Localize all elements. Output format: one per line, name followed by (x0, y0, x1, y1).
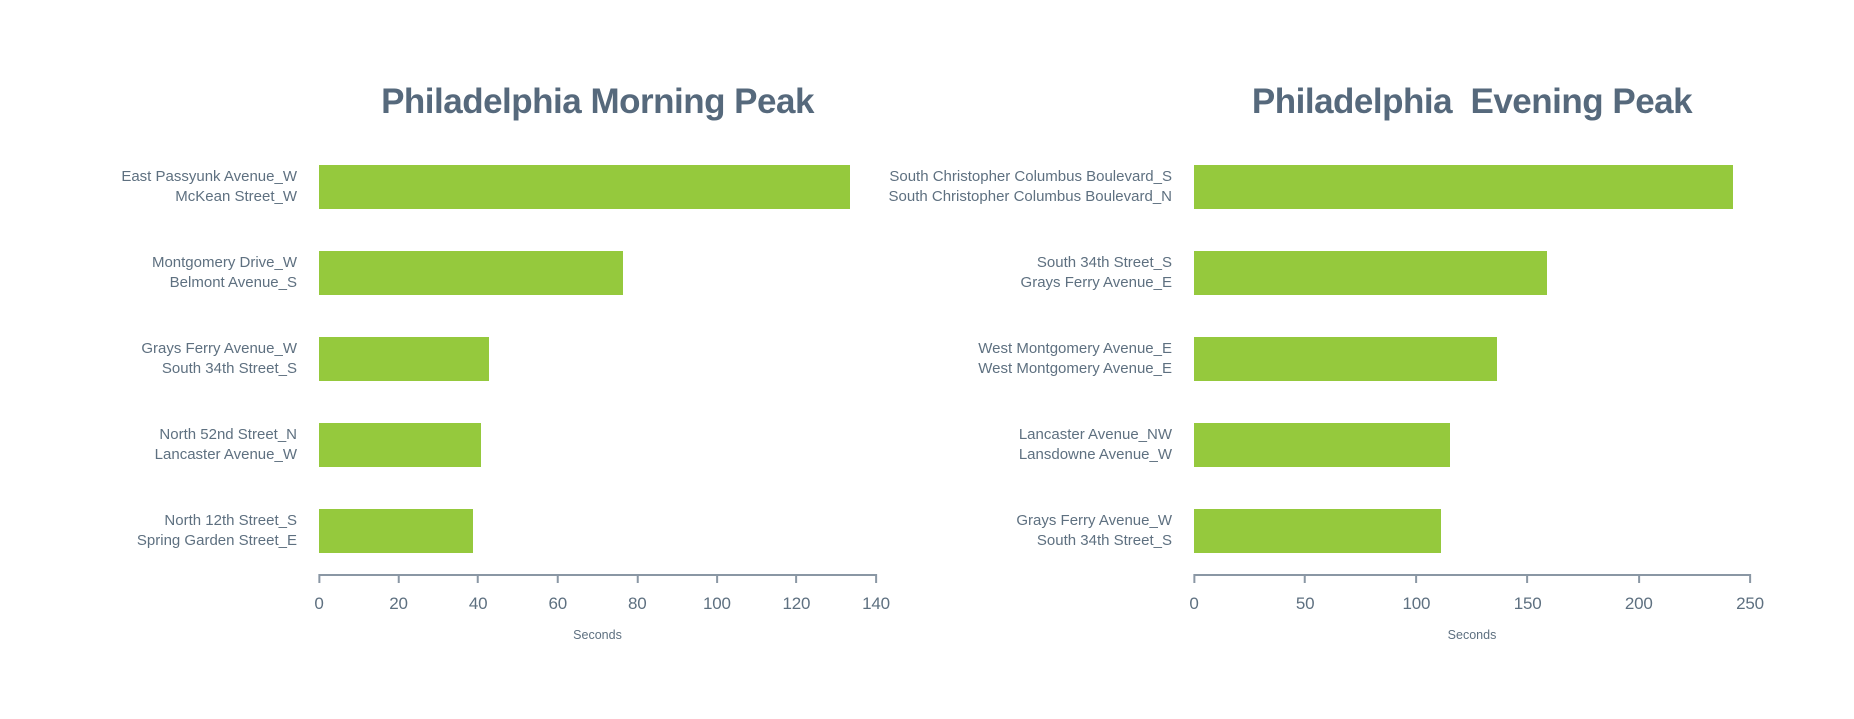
x-axis-tick: 80 (628, 574, 647, 614)
bar (319, 337, 490, 381)
tick-mark-icon (477, 574, 480, 583)
tick-label: 20 (389, 594, 408, 613)
chart-row: Lancaster Avenue_NW Lansdowne Avenue_W (894, 402, 1760, 488)
bar-track (319, 337, 886, 381)
tick-label: 140 (862, 594, 890, 613)
tick-label: 80 (628, 594, 647, 613)
tick-mark-icon (1748, 574, 1751, 583)
x-axis: Seconds 0 50 100 150 200 250 (1189, 574, 1764, 654)
chart-evening-peak: Philadelphia Evening Peak South Christop… (888, 70, 1765, 670)
bar-track (1194, 165, 1760, 209)
bar-track (319, 251, 886, 295)
x-axis: Seconds 0 20 40 60 80 100 120 (314, 574, 890, 654)
tick-label: 120 (782, 594, 811, 613)
x-axis-tick: 60 (548, 574, 567, 614)
tick-mark-icon (1304, 574, 1307, 583)
chart-row: East Passyunk Avenue_W McKean Street_W (100, 144, 886, 230)
bar-category-label: North 12th Street_S Spring Garden Street_… (136, 512, 297, 549)
chart-row: Grays Ferry Avenue_W South 34th Street_S (894, 488, 1760, 574)
tick-label: 0 (1189, 594, 1199, 613)
bar-track (1194, 337, 1760, 381)
x-axis-tick: 0 (1189, 574, 1199, 614)
chart-morning-peak: Philadelphia Morning Peak East Passyunk … (100, 70, 890, 670)
bar-category-label: West Montgomery Avenue_E West Montgomery … (978, 340, 1172, 377)
tick-mark-icon (1637, 574, 1640, 583)
tick-label: 50 (1295, 594, 1315, 613)
x-axis-tick: 120 (783, 574, 811, 614)
x-axis-tick: 40 (469, 574, 488, 614)
x-axis-tick: 0 (314, 574, 324, 614)
tick-mark-icon (556, 574, 559, 583)
chart-rows: East Passyunk Avenue_W McKean Street_W Mo… (100, 144, 886, 574)
x-axis-tick: 100 (1402, 574, 1431, 614)
chart-rows: South Christopher Columbus Boulevard_S So… (888, 144, 1760, 574)
tick-label: 150 (1513, 594, 1542, 613)
bar (319, 251, 623, 295)
chart-row: South 34th Street_S Grays Ferry Avenue_E (894, 230, 1760, 316)
x-axis-tick: 100 (703, 574, 731, 614)
bar-category-label: South Christopher Columbus Boulevard_S So… (888, 168, 1172, 205)
bar-track (319, 165, 886, 209)
tick-mark-icon (874, 574, 877, 583)
x-axis-tick: 250 (1736, 574, 1764, 614)
chart-row: Grays Ferry Avenue_W South 34th Street_S (100, 316, 886, 402)
tick-mark-icon (317, 574, 320, 583)
bar-category-label: Montgomery Drive_W Belmont Avenue_S (151, 254, 297, 291)
bar-track (1194, 251, 1760, 295)
bar (319, 509, 473, 553)
bar-category-label: Grays Ferry Avenue_W South 34th Street_S (1016, 512, 1172, 549)
x-axis-tick: 140 (862, 574, 890, 614)
bar-track (319, 509, 886, 553)
bar-category-label: Lancaster Avenue_NW Lansdowne Avenue_W (1018, 426, 1172, 463)
tick-mark-icon (397, 574, 400, 583)
tick-mark-icon (1526, 574, 1529, 583)
x-axis-tick: 200 (1625, 574, 1653, 614)
chart-title: Philadelphia Evening Peak (1251, 82, 1693, 121)
x-axis-tick: 150 (1514, 574, 1542, 614)
chart-title: Philadelphia Morning Peak (381, 82, 814, 121)
tick-mark-icon (1192, 574, 1195, 583)
chart-row: West Montgomery Avenue_E West Montgomery … (894, 316, 1760, 402)
tick-label: 0 (314, 594, 324, 613)
bar (319, 165, 850, 209)
bar-track (319, 423, 886, 467)
tick-label: 60 (548, 594, 567, 613)
bar-track (1194, 423, 1760, 467)
x-axis-tick: 20 (389, 574, 408, 614)
bar-category-label: South 34th Street_S Grays Ferry Avenue_E (1020, 254, 1172, 291)
tick-mark-icon (1415, 574, 1418, 583)
tick-label: 40 (468, 594, 488, 613)
chart-row: North 52nd Street_N Lancaster Avenue_W (100, 402, 886, 488)
tick-mark-icon (636, 574, 639, 583)
tick-label: 100 (702, 594, 731, 613)
tick-mark-icon (715, 574, 718, 583)
tick-label: 200 (1624, 594, 1653, 613)
bar-category-label: Grays Ferry Avenue_W South 34th Street_S (141, 340, 297, 377)
tick-label: 250 (1736, 594, 1764, 613)
tick-mark-icon (795, 574, 798, 583)
x-axis-tick: 50 (1296, 574, 1315, 614)
bar-category-label: North 52nd Street_N Lancaster Avenue_W (154, 426, 297, 463)
bar (1194, 509, 1441, 553)
tick-label: 100 (1402, 594, 1431, 613)
x-axis-label: Seconds (1447, 628, 1497, 642)
chart-row: South Christopher Columbus Boulevard_S So… (888, 144, 1760, 230)
bar (1194, 423, 1450, 467)
x-axis-label: Seconds (573, 628, 622, 642)
chart-row: North 12th Street_S Spring Garden Street_… (100, 488, 886, 574)
bar-category-label: East Passyunk Avenue_W McKean Street_W (121, 168, 297, 205)
bar-track (1194, 509, 1760, 553)
bar (1194, 165, 1733, 209)
bar (319, 423, 481, 467)
bar (1194, 337, 1498, 381)
chart-row: Montgomery Drive_W Belmont Avenue_S (100, 230, 886, 316)
bar (1194, 251, 1548, 295)
